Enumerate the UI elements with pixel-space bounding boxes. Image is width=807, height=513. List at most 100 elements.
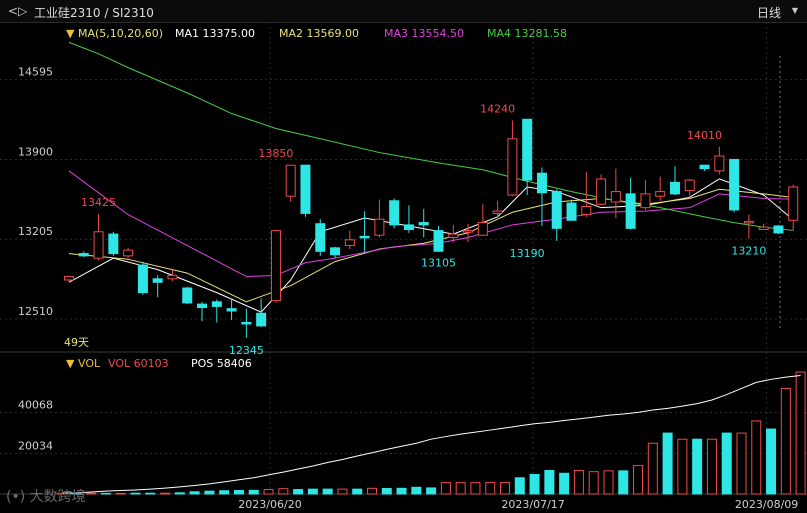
- legend-ma-item: MA1 13375.00: [175, 27, 255, 40]
- watermark-logo: (•) 大数跨境: [6, 486, 86, 506]
- candle-body: [167, 274, 178, 280]
- candle-body: [418, 222, 429, 226]
- back-arrow-icon[interactable]: <▷: [8, 4, 28, 18]
- volume-bar: [352, 488, 363, 495]
- date-tick-label: 2023/08/09: [735, 498, 798, 511]
- candle-body: [714, 155, 725, 172]
- candle-body: [197, 303, 208, 309]
- annotation-label: 12345: [229, 344, 264, 357]
- candle-body: [315, 223, 326, 252]
- candle-body: [640, 193, 651, 209]
- volume-bar: [618, 470, 629, 495]
- candle-body: [374, 218, 385, 236]
- grid-lines: [0, 22, 807, 495]
- candle-body: [78, 253, 89, 257]
- candle-body: [152, 278, 163, 283]
- candle-body: [359, 235, 370, 239]
- candle-body: [522, 118, 533, 181]
- candle-body: [581, 206, 592, 216]
- candle-body: [596, 178, 607, 205]
- volume-bar: [485, 481, 496, 495]
- volume-bar: [573, 469, 584, 495]
- price-tick-label: 13205: [18, 225, 53, 238]
- watermark-text: 大数跨境: [29, 489, 86, 505]
- pos-line: [61, 374, 801, 494]
- volume-bar: [692, 438, 703, 495]
- candle-body: [655, 191, 666, 197]
- candle-body: [433, 230, 444, 252]
- legend-vol-arrow: ▼: [66, 357, 75, 370]
- logo-icon: (•): [6, 489, 26, 505]
- volume-bar: [219, 490, 230, 495]
- candle-body: [226, 308, 237, 312]
- legend-ma-item: MA4 13281.58: [487, 27, 567, 40]
- legend-arrow: ▼: [66, 27, 75, 40]
- candle-body: [536, 172, 547, 194]
- volume-bar: [71, 492, 82, 495]
- chevron-down-icon[interactable]: ▼: [791, 6, 798, 15]
- candle-body: [211, 301, 222, 307]
- candle-body: [729, 158, 740, 211]
- volume-bar: [440, 482, 451, 495]
- candle-body: [182, 287, 193, 304]
- legend-vol-item: VOL 60103: [108, 357, 169, 370]
- legend-vol-item: VOL: [78, 357, 101, 370]
- volume-bar: [588, 471, 599, 495]
- volume-bar: [751, 420, 762, 495]
- volume-bar: [603, 470, 614, 495]
- volume-bar: [766, 428, 777, 495]
- volume-bar: [529, 474, 540, 495]
- volume-bar: [721, 432, 732, 495]
- candle-body: [566, 202, 577, 221]
- price-tick-label: 14595: [18, 66, 53, 79]
- volume-bar: [662, 432, 673, 495]
- volume-bar: [514, 477, 525, 495]
- annotation-label: 13105: [421, 257, 456, 270]
- volume-bar: [559, 472, 570, 495]
- annotation-label: 13210: [731, 245, 766, 258]
- candle-body: [684, 179, 695, 191]
- annotation-label: 13850: [258, 147, 293, 160]
- volume-bar: [278, 488, 289, 495]
- volume-bar: [322, 488, 333, 495]
- candle-body: [477, 222, 488, 236]
- volume-bar: [381, 488, 392, 495]
- candle-body: [93, 231, 104, 259]
- candle-body: [389, 200, 400, 226]
- candle-body: [507, 138, 518, 196]
- volume-bar: [500, 482, 511, 495]
- axis-labels: 12510 13205 13900 14595 20034 40068 2023/06/20…: [18, 66, 798, 511]
- moving-average-lines: [68, 41, 794, 313]
- volume-bar: [337, 488, 348, 495]
- volume-bar: [248, 489, 259, 495]
- annotation-label: 14240: [480, 102, 515, 115]
- volume-bar: [293, 489, 304, 495]
- volume-bar: [470, 482, 481, 495]
- volume-bar: [174, 492, 185, 495]
- candle-body: [344, 239, 355, 247]
- volume-bar: [455, 482, 466, 495]
- volume-bar: [160, 492, 171, 495]
- price-tick-label: 12510: [18, 305, 53, 318]
- candle-body: [108, 233, 119, 255]
- instrument-title: 工业硅2310 / SI2310: [34, 6, 154, 20]
- ma-line-ma2: [68, 188, 794, 303]
- candle-body: [625, 193, 636, 229]
- volume-bar: [706, 438, 717, 495]
- candle-body: [492, 210, 503, 214]
- volume-tick-label: 40068: [18, 399, 53, 412]
- candle-body: [300, 164, 311, 214]
- volume-bar: [145, 492, 156, 495]
- candle-body: [551, 191, 562, 229]
- candle-body: [137, 264, 148, 294]
- candle-body: [773, 225, 784, 234]
- volume-bar: [204, 490, 215, 495]
- volume-bar: [780, 387, 791, 495]
- candle-body: [241, 321, 252, 325]
- date-tick-label: 2023/07/17: [501, 498, 564, 511]
- volume-bar: [677, 438, 688, 495]
- period-selector[interactable]: 日线: [756, 6, 781, 20]
- candle-body: [285, 164, 296, 197]
- volume-bar: [396, 487, 407, 495]
